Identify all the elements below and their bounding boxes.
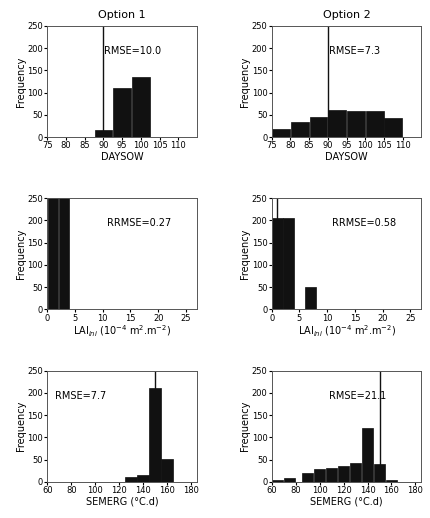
Title: Option 1: Option 1	[98, 9, 146, 20]
X-axis label: SEMERG (°C.d): SEMERG (°C.d)	[86, 496, 158, 506]
Y-axis label: Frequency: Frequency	[16, 228, 26, 279]
X-axis label: DAYSOW: DAYSOW	[325, 152, 368, 162]
Text: RMSE=21.1: RMSE=21.1	[329, 391, 386, 400]
Bar	[48, 196, 58, 309]
Bar	[326, 468, 337, 482]
Bar	[272, 480, 283, 482]
Y-axis label: Frequency: Frequency	[240, 401, 250, 451]
Bar	[366, 111, 384, 137]
Text: RMSE=7.3: RMSE=7.3	[329, 46, 380, 56]
Bar	[305, 287, 316, 309]
Text: RRMSE=0.58: RRMSE=0.58	[332, 218, 396, 228]
X-axis label: LAI$_{ini}$ (10$^{-4}$ m$^2$.m$^{-2}$): LAI$_{ini}$ (10$^{-4}$ m$^2$.m$^{-2}$)	[298, 324, 396, 339]
Title: Option 2: Option 2	[322, 9, 371, 20]
Bar	[314, 469, 326, 482]
Bar	[137, 475, 149, 482]
X-axis label: LAI$_{ini}$ (10$^{-4}$ m$^2$.m$^{-2}$): LAI$_{ini}$ (10$^{-4}$ m$^2$.m$^{-2}$)	[73, 324, 171, 339]
Bar	[350, 463, 361, 482]
Bar	[161, 458, 173, 482]
Bar	[113, 88, 131, 137]
Y-axis label: Frequency: Frequency	[240, 228, 250, 279]
Bar	[338, 466, 349, 482]
Bar	[126, 477, 137, 482]
Bar	[95, 131, 112, 137]
Y-axis label: Frequency: Frequency	[16, 56, 26, 107]
Bar	[386, 480, 397, 482]
Bar	[347, 111, 365, 137]
X-axis label: SEMERG (°C.d): SEMERG (°C.d)	[310, 496, 383, 506]
Bar	[374, 464, 385, 482]
X-axis label: DAYSOW: DAYSOW	[101, 152, 144, 162]
Text: RRMSE=0.27: RRMSE=0.27	[107, 218, 172, 228]
Bar	[272, 129, 290, 137]
Bar	[310, 117, 327, 137]
Bar	[284, 478, 295, 482]
Bar	[58, 196, 69, 309]
Bar	[329, 109, 346, 137]
Y-axis label: Frequency: Frequency	[16, 401, 26, 451]
Bar	[291, 122, 309, 137]
Bar	[384, 119, 402, 137]
Bar	[302, 473, 313, 482]
Bar	[272, 218, 283, 309]
Bar	[132, 77, 150, 137]
Bar	[283, 218, 294, 309]
Bar	[149, 388, 161, 482]
Text: RMSE=10.0: RMSE=10.0	[104, 46, 161, 56]
Text: RMSE=7.7: RMSE=7.7	[55, 391, 106, 400]
Y-axis label: Frequency: Frequency	[240, 56, 250, 107]
Bar	[362, 428, 373, 482]
